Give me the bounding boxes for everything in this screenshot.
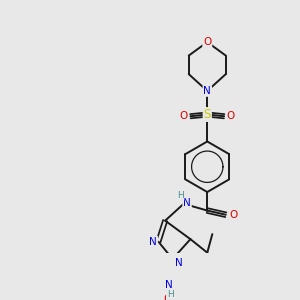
Text: S: S [204,108,211,121]
Text: N: N [203,86,211,96]
Text: N: N [149,237,157,247]
Text: H: H [167,290,174,299]
Text: O: O [164,294,172,300]
Text: H: H [177,191,184,200]
Text: N: N [165,280,172,290]
Text: O: O [203,37,212,47]
Text: O: O [229,210,238,220]
Text: O: O [227,111,235,121]
Text: O: O [180,111,188,121]
Text: N: N [183,198,191,208]
Text: N: N [175,258,182,268]
